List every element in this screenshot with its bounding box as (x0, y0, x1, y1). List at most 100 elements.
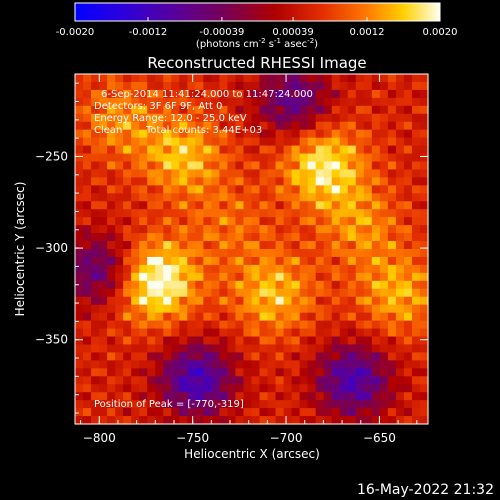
heatmap-cell (187, 209, 196, 218)
heatmap-cell (307, 193, 317, 202)
heatmap-cell (147, 416, 156, 425)
heatmap-cell (147, 241, 156, 250)
heatmap-cell (323, 193, 333, 202)
heatmap-cell (379, 201, 389, 210)
heatmap-cell (171, 225, 180, 234)
heatmap-cell (291, 280, 301, 290)
heatmap-cell (347, 249, 357, 258)
heatmap-cell (411, 344, 421, 353)
heatmap-cell (259, 400, 269, 409)
heatmap-cell (339, 161, 349, 171)
heatmap-cell (251, 129, 261, 139)
heatmap-cell (275, 74, 285, 83)
heatmap-cell (251, 368, 261, 377)
heatmap-cell (387, 376, 397, 385)
heatmap-cell (107, 288, 116, 298)
heatmap-cell (403, 264, 413, 274)
heatmap-cell (355, 360, 365, 369)
heatmap-cell (283, 209, 293, 218)
heatmap-cell (147, 177, 156, 186)
heatmap-cell (131, 201, 140, 210)
heatmap-cell (275, 328, 285, 338)
heatmap-cell (267, 400, 277, 409)
heatmap-cell (371, 352, 381, 361)
heatmap-cell (419, 193, 429, 202)
heatmap-cell (219, 81, 229, 91)
heatmap-cell (75, 153, 84, 163)
heatmap-cell (299, 169, 309, 178)
heatmap-cell (179, 264, 188, 274)
heatmap-cell (107, 249, 116, 258)
heatmap-cell (211, 241, 221, 250)
heatmap-cell (203, 145, 212, 155)
heatmap-cell (83, 304, 92, 314)
heatmap-cell (219, 177, 229, 186)
heatmap-cell (251, 264, 261, 274)
y-tick-label: −350 (35, 333, 68, 347)
heatmap-cell (75, 264, 84, 274)
heatmap-cell (339, 384, 349, 393)
heatmap-cell (379, 113, 389, 123)
heatmap-cell (411, 217, 421, 226)
heatmap-cell (419, 264, 429, 274)
heatmap-cell (347, 288, 357, 298)
heatmap-cell (315, 304, 325, 314)
heatmap-cell (283, 105, 293, 115)
heatmap-cell (291, 392, 301, 401)
heatmap-cell (99, 320, 108, 330)
heatmap-cell (131, 416, 140, 425)
heatmap-cell (323, 344, 333, 353)
heatmap-cell (331, 264, 341, 274)
heatmap-cell (99, 209, 108, 218)
heatmap-cell (171, 256, 180, 266)
heatmap-cell (243, 408, 253, 417)
heatmap-cell (243, 97, 253, 107)
heatmap-cell (131, 344, 140, 353)
heatmap-cell (179, 288, 188, 298)
heatmap-cell (131, 296, 140, 306)
heatmap-cell (331, 201, 341, 210)
heatmap-cell (251, 304, 261, 314)
heatmap-cell (107, 161, 116, 171)
heatmap-cell (403, 89, 413, 99)
heatmap-cell (275, 408, 285, 417)
heatmap-cell (83, 177, 92, 186)
heatmap-cell (155, 74, 164, 83)
heatmap-cell (171, 408, 180, 417)
heatmap-cell (307, 97, 317, 107)
heatmap-cell (115, 169, 124, 178)
heatmap-cell (347, 241, 357, 250)
heatmap-cell (115, 376, 124, 385)
heatmap-cell (331, 304, 341, 314)
heatmap-cell (299, 145, 309, 155)
heatmap-cell (123, 145, 132, 155)
heatmap-cell (139, 145, 148, 155)
heatmap-cell (275, 129, 285, 139)
heatmap-cell (411, 304, 421, 314)
heatmap-cell (299, 328, 309, 338)
heatmap-cell (267, 312, 277, 322)
heatmap-cell (187, 81, 196, 91)
heatmap-cell (179, 169, 188, 178)
heatmap-cell (347, 217, 357, 226)
heatmap-cell (371, 296, 381, 306)
heatmap-cell (131, 272, 140, 282)
heatmap-cell (283, 288, 293, 298)
heatmap-cell (379, 400, 389, 409)
heatmap-cell (275, 400, 285, 409)
heatmap-cell (75, 360, 84, 369)
heatmap-cell (411, 416, 421, 425)
heatmap-cell (307, 304, 317, 314)
heatmap-cell (323, 368, 333, 377)
heatmap-cell (83, 121, 92, 131)
heatmap-cell (339, 217, 349, 226)
heatmap-cell (411, 249, 421, 258)
heatmap-cell (419, 105, 429, 115)
heatmap-cell (163, 113, 172, 123)
heatmap-cell (283, 121, 293, 131)
heatmap-cell (171, 137, 180, 147)
heatmap-cell (107, 113, 116, 123)
heatmap-cell (331, 89, 341, 99)
heatmap-cell (363, 256, 373, 266)
heatmap-cell (155, 129, 164, 139)
